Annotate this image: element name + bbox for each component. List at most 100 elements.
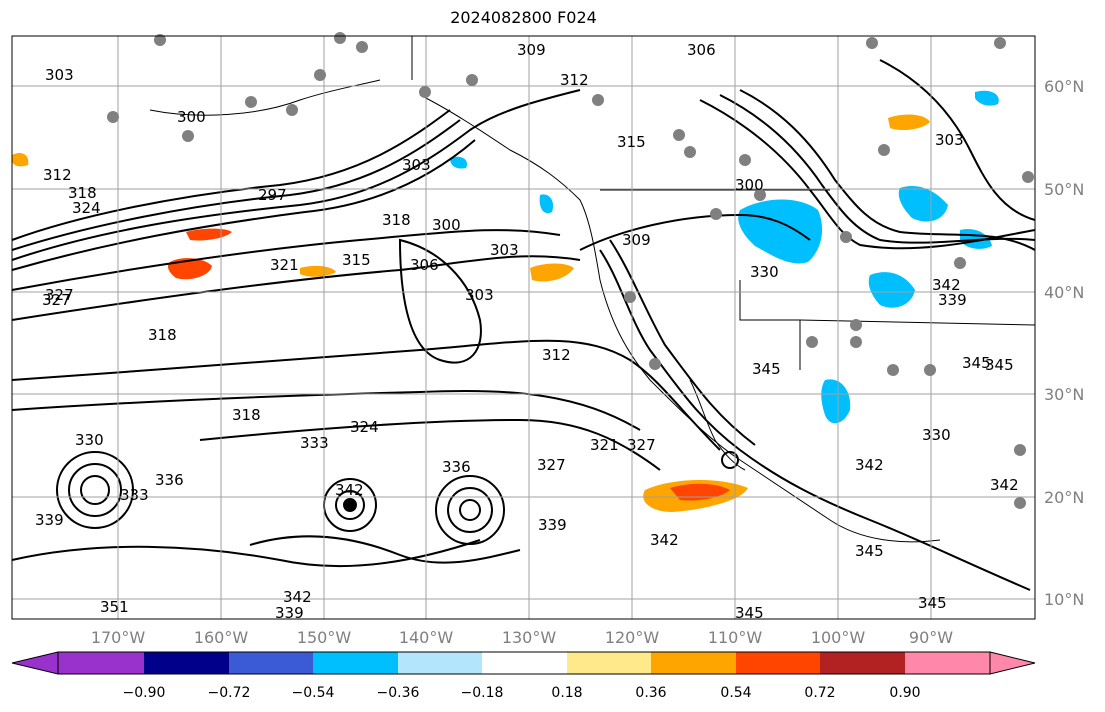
station-marker	[466, 74, 478, 86]
colorbar-tick-label: 0.54	[720, 685, 751, 701]
contour-line	[719, 94, 1036, 244]
station-marker	[419, 86, 431, 98]
contour-label: 342	[650, 531, 679, 549]
contour-line	[879, 59, 1036, 221]
contour-label: 309	[622, 231, 651, 249]
shaded-negative-region	[960, 228, 992, 249]
contour-label: 303	[45, 66, 74, 84]
contour-label: 321	[270, 256, 299, 274]
colorbar-tick-label: 0.36	[635, 685, 666, 701]
shaded-negative-region	[975, 90, 999, 106]
map-frame	[11, 35, 1036, 620]
shaded-negative-region	[738, 199, 823, 264]
shaded-positive-region	[670, 483, 730, 501]
contour-label: 330	[922, 426, 951, 444]
contour-line	[11, 89, 581, 261]
station-marker	[649, 358, 661, 370]
contour-line	[11, 539, 481, 568]
contour-label: 306	[410, 256, 439, 274]
contour-line	[343, 498, 357, 512]
contour-label: 315	[342, 251, 371, 269]
contour-line	[599, 249, 1031, 591]
station-marker	[806, 336, 818, 348]
coastline	[419, 94, 941, 543]
shaded-negative-region	[821, 379, 851, 424]
contour-label: 300	[177, 108, 206, 126]
contour-label: 342	[932, 276, 961, 294]
contour-label: 345	[735, 604, 764, 622]
lon-label: 150°W	[297, 628, 352, 647]
contour-label: 318	[232, 406, 261, 424]
contour-label: 336	[155, 471, 184, 489]
station-marker	[954, 257, 966, 269]
colorbar-extend-high	[989, 651, 1036, 675]
lon-label: 140°W	[399, 628, 454, 647]
colorbar-segment	[820, 652, 905, 674]
contour-label: 351	[100, 598, 129, 616]
station-marker	[314, 69, 326, 81]
colorbar-segment	[736, 652, 820, 674]
station-marker	[673, 129, 685, 141]
lon-label: 100°W	[811, 628, 866, 647]
contour-label: 327	[42, 291, 71, 309]
coastline	[799, 319, 1036, 326]
contour-label: 345	[855, 542, 884, 560]
contour-label: 342	[855, 456, 884, 474]
contour-label: 312	[560, 71, 589, 89]
shaded-negative-region	[898, 185, 948, 222]
contour-label: 339	[938, 291, 967, 309]
colorbar-tick-label: −0.18	[461, 685, 504, 701]
colorbar-segment	[58, 652, 144, 674]
contour-label: 297	[258, 186, 287, 204]
contour-label: 300	[432, 216, 461, 234]
colorbar-tick-label: −0.54	[292, 685, 335, 701]
colorbar-segment	[482, 652, 567, 674]
lat-label: 20°N	[1044, 488, 1084, 507]
contour-line	[447, 487, 493, 533]
contour-label: 300	[735, 176, 764, 194]
station-marker	[154, 34, 166, 46]
coastline-layer	[149, 36, 1036, 543]
station-marker	[924, 364, 936, 376]
contour-label: 327	[537, 456, 566, 474]
map-title: 2024082800 F024	[450, 8, 597, 27]
colorbar-tick-label: −0.72	[208, 685, 251, 701]
contour-label: 342	[990, 476, 1019, 494]
contour-label: 303	[402, 156, 431, 174]
coastline	[689, 379, 746, 471]
contour-label: 339	[275, 604, 304, 622]
shaded-negative-region	[450, 156, 468, 169]
lon-label: 170°W	[91, 628, 146, 647]
shaded-positive-region	[168, 258, 212, 280]
contour-label: 327	[627, 436, 656, 454]
colorbar-segment	[144, 652, 229, 674]
shaded-positive-region	[300, 265, 336, 277]
colorbar-segment	[651, 652, 736, 674]
contour-label: 345	[752, 360, 781, 378]
gridlines	[12, 36, 1035, 619]
contour-line	[459, 499, 481, 521]
contour-line	[579, 213, 811, 251]
contour-label: 342	[335, 481, 364, 499]
shaded-negative-region	[539, 194, 554, 214]
station-marker	[684, 146, 696, 158]
lat-label: 50°N	[1044, 180, 1084, 199]
lat-label: 60°N	[1044, 77, 1084, 96]
contour-line	[335, 490, 365, 520]
contour-line	[199, 418, 661, 471]
station-marker	[624, 291, 636, 303]
contour-label: 321	[590, 436, 619, 454]
contour-line	[68, 463, 122, 517]
contour-line	[11, 109, 451, 241]
contour-label: 339	[35, 511, 64, 529]
lon-label: 90°W	[909, 628, 953, 647]
contour-label: 345	[918, 594, 947, 612]
colorbar-extend-low	[11, 651, 59, 675]
station-marker	[592, 94, 604, 106]
colorbar-segment	[905, 652, 990, 674]
shaded-positive-region	[530, 263, 574, 282]
contour-line	[435, 475, 505, 545]
colorbar-frame	[57, 651, 991, 675]
station-marker	[1022, 171, 1034, 183]
shaded-positive-region	[12, 153, 29, 167]
